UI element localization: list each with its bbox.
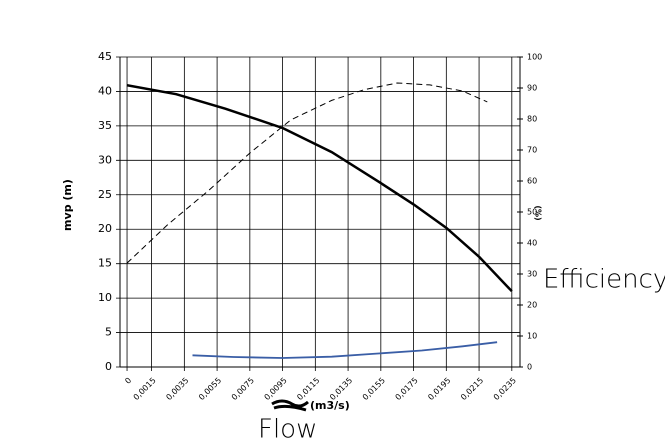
y-tick-label: 25: [98, 188, 112, 201]
series-line: [126, 82, 488, 264]
x-tick-label: 0,0215: [459, 376, 485, 402]
y2-tick-label: 70: [527, 146, 537, 155]
x-tick-label: 0,0035: [164, 376, 190, 402]
x-tick-label: 0: [123, 376, 133, 386]
y2-tick-label: 50: [527, 208, 537, 217]
y2-tick-label: 80: [527, 115, 537, 124]
x-tick-label: 0,0015: [132, 376, 158, 402]
x-tick-label: 0,0055: [197, 376, 223, 402]
y-tick-label: 10: [98, 291, 112, 304]
annotation: Flow: [258, 415, 317, 445]
x-axis-label: (m3/s): [310, 399, 350, 412]
y2-tick-label: 100: [527, 53, 542, 62]
y2-tick-label: 30: [527, 270, 537, 279]
y-tick-label: 40: [98, 84, 112, 97]
y2-tick-label: 20: [527, 301, 537, 310]
y2-tick-label: 40: [527, 239, 537, 248]
y2-tick-label: 60: [527, 177, 537, 186]
y-tick-label: 0: [105, 360, 112, 373]
scribble: [271, 399, 309, 412]
y-tick-label: 20: [98, 222, 112, 235]
series-line: [126, 83, 513, 293]
y-axis-label: mvp (m): [61, 179, 74, 231]
y2-tick-label: 10: [527, 332, 537, 341]
annotation: Efficiency: [543, 265, 665, 295]
x-tick-label: 0,0195: [426, 376, 452, 402]
y2-axis-label: (%): [534, 205, 543, 220]
x-tick-label: 0,0075: [230, 376, 256, 402]
y-tick-label: 35: [98, 119, 112, 132]
x-tick-label: 0,0235: [492, 376, 518, 402]
y-tick-label: 5: [105, 326, 112, 339]
x-tick-label: 0,0175: [394, 376, 420, 402]
series-line: [192, 341, 498, 359]
y2-tick-label: 90: [527, 84, 537, 93]
y-tick-label: 45: [98, 50, 112, 63]
x-tick-label: 0,0155: [361, 376, 387, 402]
y-tick-label: 30: [98, 153, 112, 166]
y2-tick-label: 0: [527, 363, 532, 372]
y-tick-label: 15: [98, 257, 112, 270]
x-tick-label: 0,0095: [263, 376, 289, 402]
